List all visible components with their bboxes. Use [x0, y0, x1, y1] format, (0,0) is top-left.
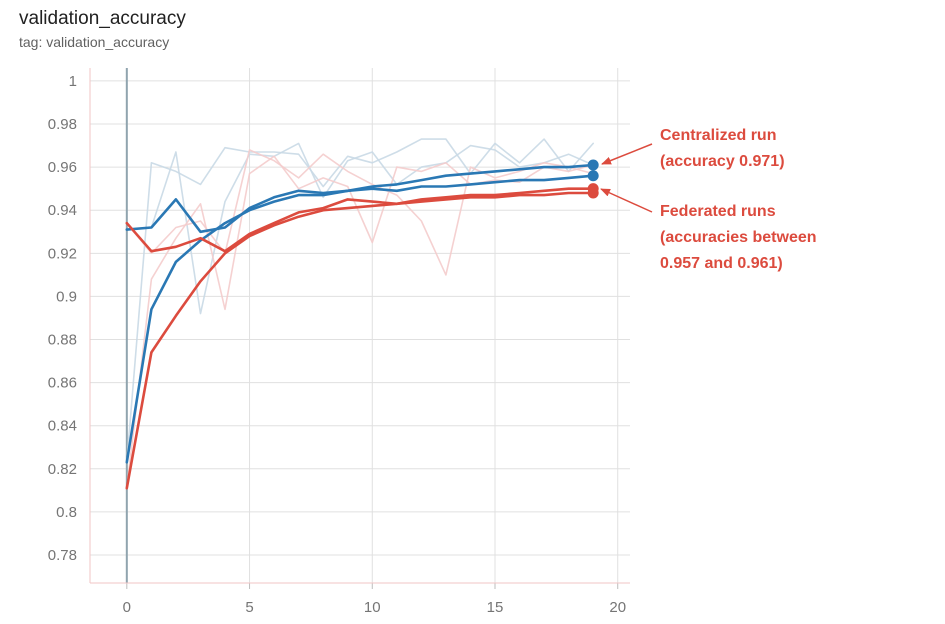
chart-title: validation_accuracy — [19, 8, 186, 29]
x-tick-label: 0 — [123, 599, 131, 616]
y-tick-label: 0.84 — [48, 418, 77, 435]
tick-label-layer: 0.78 0.8 0.82 0.84 0.86 0.88 0.9 0.92 0.94 0.96 0.… — [48, 73, 626, 616]
y-tick-label: 0.92 — [48, 245, 77, 262]
chart-tag-subtitle: tag: validation_accuracy — [19, 34, 170, 50]
series-endpoint-layer — [587, 159, 599, 199]
x-tick-label: 20 — [609, 599, 626, 616]
y-tick-label: 0.8 — [56, 504, 77, 521]
y-tick-label: 0.78 — [48, 547, 77, 564]
y-tick-label: 0.94 — [48, 202, 77, 219]
y-tick-label: 0.98 — [48, 116, 77, 133]
federated-annotation-line-1: Federated runs — [660, 203, 776, 220]
x-tick-label: 5 — [245, 599, 253, 616]
smoothed-series-layer — [125, 163, 595, 490]
raw-series-line-6 — [126, 155, 595, 490]
smoothed-series-line-1 — [125, 174, 595, 234]
raw-series-line-4 — [126, 138, 595, 464]
x-tick-label: 15 — [487, 599, 504, 616]
y-tick-label: 0.9 — [56, 288, 77, 305]
federated-annotation-arrow — [600, 188, 653, 213]
series-endpoint-marker-1 — [587, 170, 599, 182]
x-tick-label: 10 — [364, 599, 381, 616]
federated-annotation-line-2: (accuracies between — [660, 229, 817, 246]
federated-annotation-line-3: 0.957 and 0.961) — [660, 255, 783, 272]
centralized-annotation-line-2: (accuracy 0.971) — [660, 153, 785, 170]
y-tick-label: 0.88 — [48, 332, 77, 349]
raw-series-line-7 — [126, 149, 595, 276]
raw-series-layer — [126, 138, 595, 490]
centralized-annotation-line-1: Centralized run — [660, 127, 776, 144]
smoothed-series-line-2 — [125, 191, 595, 490]
y-tick-label: 0.96 — [48, 159, 77, 176]
series-endpoint-marker-3 — [587, 183, 599, 195]
centralized-annotation-arrow — [601, 143, 653, 165]
y-tick-label: 0.82 — [48, 461, 77, 478]
series-endpoint-marker-0 — [587, 159, 599, 171]
annotation-layer: Centralized run (accuracy 0.971) Federat… — [600, 127, 817, 272]
y-tick-label: 0.86 — [48, 375, 77, 392]
smoothed-series-line-3 — [125, 187, 595, 253]
y-tick-label: 1 — [69, 73, 77, 90]
raw-series-line-5 — [126, 142, 595, 315]
